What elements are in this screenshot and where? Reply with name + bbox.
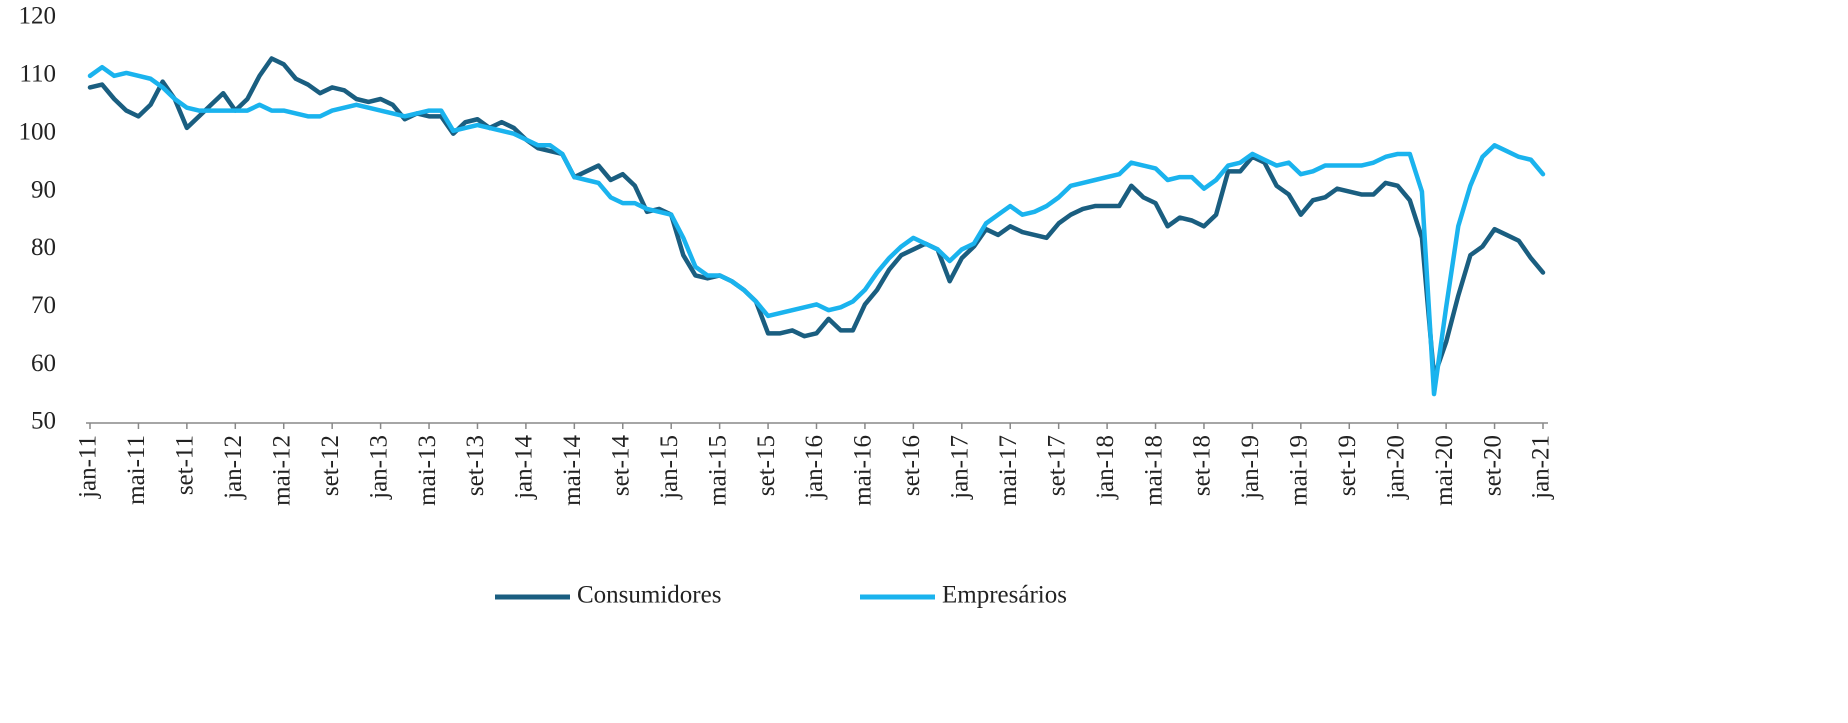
x-tick-label: jan-20 (1382, 435, 1409, 500)
legend-label: Consumidores (577, 582, 721, 609)
x-tick-label: set-14 (608, 435, 635, 497)
x-tick-label: mai-14 (559, 435, 586, 506)
x-tick-label: jan-15 (656, 435, 683, 500)
x-tick-label: mai-20 (1431, 435, 1458, 506)
x-tick-label: set-20 (1479, 435, 1506, 496)
x-tick-label: set-17 (1043, 435, 1070, 496)
x-tick-label: jan-14 (511, 435, 538, 500)
x-tick-label: jan-18 (1092, 435, 1119, 500)
x-tick-label: jan-13 (365, 435, 392, 500)
x-tick-label: mai-13 (414, 435, 441, 506)
y-tick-label: 70 (31, 292, 56, 319)
x-tick-label: set-19 (1334, 435, 1361, 496)
y-tick-label: 110 (19, 61, 56, 88)
x-tick-label: jan-19 (1237, 435, 1264, 500)
x-tick-label: set-15 (753, 435, 780, 496)
x-tick-label: mai-19 (1286, 435, 1313, 506)
y-tick-label: 120 (19, 3, 57, 30)
x-tick-label: jan-12 (220, 435, 247, 500)
legend-label: Empresários (942, 582, 1067, 609)
x-tick-label: mai-16 (850, 435, 877, 506)
y-tick-label: 90 (31, 176, 56, 203)
x-tick-label: mai-18 (1140, 435, 1167, 506)
y-tick-label: 80 (31, 234, 56, 261)
x-tick-label: mai-17 (995, 435, 1022, 506)
x-tick-label: jan-21 (1528, 435, 1555, 500)
x-tick-label: mai-11 (123, 435, 150, 505)
y-tick-label: 60 (31, 350, 56, 377)
x-tick-label: set-16 (898, 435, 925, 496)
x-tick-label: mai-15 (704, 435, 731, 506)
line-series (87, 56, 1546, 379)
y-tick-label: 50 (31, 408, 56, 435)
x-tick-label: set-13 (462, 435, 489, 496)
line-series (87, 64, 1546, 397)
x-tick-label: set-18 (1189, 435, 1216, 496)
x-tick-label: set-11 (172, 435, 199, 495)
x-tick-label: jan-16 (801, 435, 828, 500)
y-tick-label: 100 (19, 118, 57, 145)
x-tick-label: jan-11 (75, 435, 102, 499)
x-tick-label: set-12 (317, 435, 344, 496)
x-tick-label: mai-12 (268, 435, 295, 506)
x-tick-label: jan-17 (947, 435, 974, 500)
